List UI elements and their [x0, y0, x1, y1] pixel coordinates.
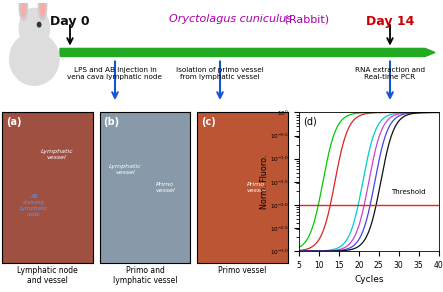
Text: Primo and
lymphatic vessel: Primo and lymphatic vessel [113, 266, 177, 285]
X-axis label: Cycles: Cycles [354, 275, 384, 284]
Text: Oryctolagus cuniculus: Oryctolagus cuniculus [169, 14, 291, 24]
Text: Isolation of primo vessel
from lymphatic vessel: Isolation of primo vessel from lymphatic… [176, 67, 264, 80]
Text: Lymphatic node
and vessel: Lymphatic node and vessel [17, 266, 78, 285]
Text: Threshold: Threshold [391, 190, 425, 195]
Text: (Rabbit): (Rabbit) [281, 14, 329, 24]
Text: Lymphatic
vessel: Lymphatic vessel [40, 149, 73, 160]
Text: Primo
vessel: Primo vessel [155, 182, 175, 193]
Ellipse shape [19, 0, 27, 20]
Text: Day 14: Day 14 [366, 15, 414, 28]
Text: LPS and AB injection in
vena cava lymphatic node: LPS and AB injection in vena cava lympha… [67, 67, 163, 80]
Ellipse shape [40, 0, 45, 16]
Text: (b): (b) [103, 117, 120, 127]
Ellipse shape [21, 0, 25, 16]
Ellipse shape [10, 33, 59, 85]
Circle shape [19, 8, 50, 48]
Text: Primo vessel: Primo vessel [218, 266, 267, 275]
FancyArrow shape [60, 48, 435, 56]
Text: Day 0: Day 0 [50, 15, 90, 28]
Text: (d): (d) [303, 117, 317, 126]
Text: AB
staining
Lymphatic
node: AB staining Lymphatic node [20, 194, 48, 217]
Circle shape [37, 22, 41, 27]
Text: RNA extraction and
Real-time PCR: RNA extraction and Real-time PCR [355, 67, 425, 80]
Text: Primo
vessel: Primo vessel [246, 182, 266, 193]
Y-axis label: Norm. Fluoro.: Norm. Fluoro. [260, 154, 268, 209]
Text: (a): (a) [6, 117, 21, 127]
Ellipse shape [39, 0, 47, 20]
Text: Lymphatic
vessel: Lymphatic vessel [109, 164, 141, 175]
Text: (c): (c) [201, 117, 215, 127]
